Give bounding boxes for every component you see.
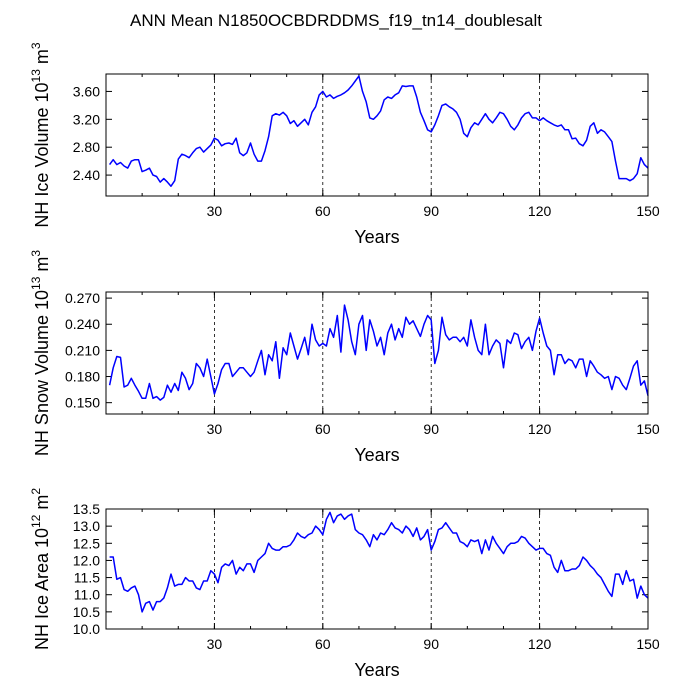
- plot-frame: [105, 291, 649, 415]
- y-tick-label: 12.0: [73, 552, 100, 568]
- y-tick-label: 0.210: [65, 342, 100, 358]
- x-axis-label: Years: [354, 660, 399, 680]
- y-axis-label: NH Ice Volume 1013 m3: [29, 42, 52, 227]
- y-tick-label: 0.270: [65, 290, 100, 306]
- y-tick-label: 13.0: [73, 518, 100, 534]
- y-tick-label: 3.60: [73, 83, 100, 99]
- x-tick-label: 30: [207, 421, 223, 437]
- x-tick-label: 120: [528, 421, 552, 437]
- y-axis-label: NH Ice Area 1012 m2: [29, 488, 52, 650]
- series-line: [108, 304, 649, 401]
- y-tick-label: 0.180: [65, 369, 100, 385]
- chart-panel-2: 30 60 90 120 150 0.150 0.180 0.210 0.240 0.270 Yea…: [29, 250, 660, 465]
- y-tick-label: 10.0: [73, 621, 100, 637]
- y-tick-label: 11.0: [74, 587, 100, 603]
- x-axis-label: Years: [354, 227, 399, 247]
- chart-panel-1: 30 60 90 120 150 2.40 2.80 3.20 3.60 Years NH Ice …: [29, 42, 660, 247]
- series-line: [109, 511, 649, 613]
- x-tick-label: 30: [207, 636, 223, 652]
- figure-title: ANN Mean N1850OCBDRDDMS_f19_tn14_doubles…: [130, 11, 542, 30]
- x-tick-label: 60: [315, 203, 331, 219]
- y-tick-label: 11.5: [74, 570, 100, 586]
- x-tick-label: 60: [315, 636, 331, 652]
- x-axis-label: Years: [354, 445, 399, 465]
- chart-panel-3: 30 60 90 120 150 10.010.511.011.5 12.012.513.0…: [29, 488, 660, 680]
- x-tick-label: 90: [423, 636, 439, 652]
- x-tick-label: 60: [315, 421, 331, 437]
- y-tick-label: 0.150: [65, 395, 100, 411]
- y-tick-label: 3.20: [73, 111, 100, 127]
- series-line: [108, 75, 649, 187]
- x-tick-label: 120: [528, 203, 552, 219]
- x-tick-label: 90: [423, 203, 439, 219]
- x-tick-label: 150: [636, 203, 660, 219]
- x-tick-label: 30: [207, 203, 223, 219]
- y-tick-label: 10.5: [73, 604, 100, 620]
- y-axis-label: NH Snow Volume 1013 m3: [29, 250, 52, 456]
- plot-frame: [105, 508, 649, 630]
- x-tick-label: 120: [528, 636, 552, 652]
- x-tick-label: 150: [636, 636, 660, 652]
- y-tick-label: 2.40: [73, 167, 100, 183]
- y-tick-label: 13.5: [73, 501, 100, 517]
- y-tick-label: 0.240: [65, 316, 100, 332]
- x-tick-label: 90: [423, 421, 439, 437]
- plot-frame: [105, 73, 649, 197]
- x-tick-label: 150: [636, 421, 660, 437]
- y-tick-label: 12.5: [73, 535, 100, 551]
- y-tick-label: 2.80: [73, 139, 100, 155]
